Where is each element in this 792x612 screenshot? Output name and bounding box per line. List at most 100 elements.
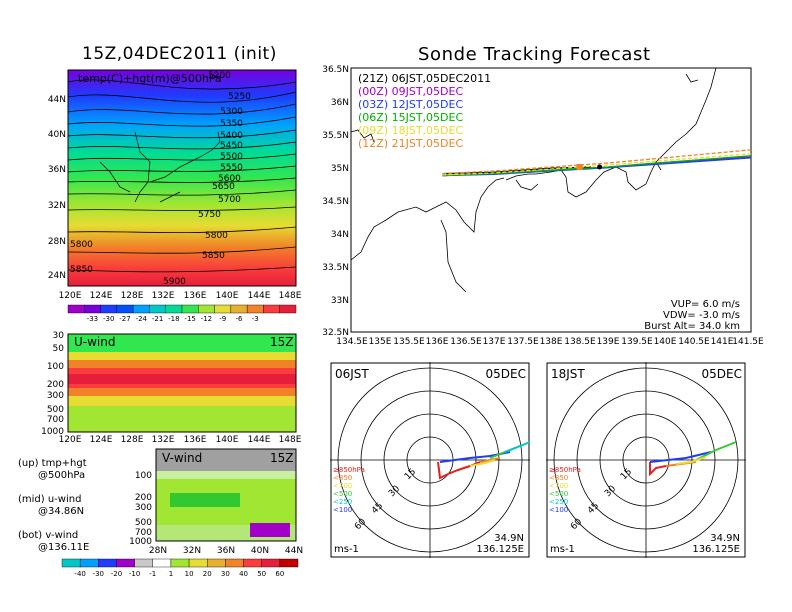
colorbar-label: 20: [203, 570, 212, 578]
hodo-legend-entry: ≥850hPa: [549, 466, 581, 474]
colorbar-swatch: [261, 558, 281, 568]
x-tick: 148E: [279, 435, 302, 445]
hodo-date: 05DEC: [486, 367, 526, 381]
left-title: 15Z,04DEC2011 (init): [82, 44, 277, 64]
x-tick: 134.5E: [336, 337, 368, 347]
colorbar-label: -3: [252, 315, 259, 323]
vup-text: VUP= 6.0 m/s: [671, 299, 740, 310]
colorbar-swatch: [170, 558, 190, 568]
temp-height-map: 5200 5250 5300 5350 5400 5450 5500 5550 …: [48, 69, 302, 323]
contour-label: 5500: [220, 152, 243, 162]
hodo-time: 06JST: [335, 367, 369, 381]
hodo-lon: 136.125E: [476, 544, 524, 555]
colorbar-swatch: [67, 304, 85, 314]
colorbar-swatch: [116, 304, 134, 314]
launch-marker: [576, 164, 583, 170]
p-tick: 500: [135, 518, 152, 528]
colorbar-swatch: [243, 558, 262, 568]
x-tick: 28N: [149, 546, 167, 556]
legend-entry: (09Z) 18JST,05DEC: [358, 124, 463, 137]
y-tick: 36N: [48, 165, 66, 175]
hodo-date: 05DEC: [702, 367, 742, 381]
x-tick: 136E: [184, 435, 207, 445]
hodo-traces: [437, 441, 530, 480]
x-tick: 32N: [183, 546, 201, 556]
note-bot: (bot) v-wind @136.11E: [18, 530, 148, 554]
hodo-legend: ≥850hPa <850 <700 <500 <250 <100: [333, 466, 365, 514]
hodo-legend-entry: <250: [549, 498, 568, 506]
y-tick: 35N: [331, 164, 349, 174]
contour-label: 5250: [228, 92, 251, 102]
vwind-p-ticks: 100 200 300 500 700 1000: [129, 471, 152, 547]
x-tick: 120E: [59, 435, 82, 445]
note-up: (up) tmp+hgt @500hPa: [18, 458, 148, 482]
ring-labels: 15 30 45 60: [569, 467, 634, 532]
colorbar-label: -24: [136, 315, 148, 323]
hodo-legend-entry: <700: [549, 482, 568, 490]
colorbar-swatch: [263, 304, 280, 314]
y-tick: 33.5N: [322, 263, 349, 273]
hodograph-18jst: 15 30 45 60 18JST 05DEC ≥850hPa <850 <70…: [546, 362, 746, 558]
p-tick: 200: [135, 493, 152, 503]
x-tick: 141.5E: [732, 337, 764, 347]
hodo-lon: 136.125E: [692, 544, 740, 555]
x-tick: 136.5E: [450, 337, 482, 347]
colorbar-label: 60: [275, 570, 284, 578]
colorbar-swatch: [61, 558, 81, 568]
colorbar-swatch: [100, 304, 118, 314]
y-tick: 34.5N: [322, 197, 349, 207]
colorbar-label: 50: [257, 570, 266, 578]
burst-text: Burst Alt= 34.0 km: [644, 321, 740, 332]
hodo-legend-entry: <100: [333, 506, 352, 514]
x-tick: 138E: [540, 337, 563, 347]
y-tick: 36.5N: [322, 65, 349, 75]
colorbar-label: -40: [74, 570, 85, 578]
hodo-legend-entry: <100: [549, 506, 568, 514]
contour-label: 5550: [220, 163, 243, 173]
x-tick: 140E: [216, 435, 239, 445]
note-mid: (mid) u-wind @34.86N: [18, 494, 148, 518]
uwind-x-ticks: 120E 124E 128E 132E 136E 140E 144E 148E: [59, 435, 302, 445]
contour-label: 5450: [220, 141, 243, 151]
track-title: Sonde Tracking Forecast: [418, 44, 651, 65]
x-tick: 140E: [654, 337, 677, 347]
y-tick: 34N: [331, 230, 349, 240]
note-line: @136.11E: [38, 542, 90, 553]
hodo-unit: ms-1: [550, 544, 575, 555]
y-tick: 32.5N: [322, 328, 349, 338]
legend-entry: (06Z) 15JST,05DEC: [358, 111, 463, 124]
hodo-legend: ≥850hPa <850 <700 <500 <250 <100: [549, 466, 581, 514]
hodo-lat: 34.9N: [494, 533, 524, 544]
x-tick: 137.5E: [507, 337, 539, 347]
vwind-x-ticks: 28N 32N 36N 40N 44N: [149, 546, 303, 556]
legend-entry: (21Z) 06JST,05DEC2011: [358, 72, 491, 85]
contour-label: 5600: [218, 174, 241, 184]
map-label: temp(C)+hgt(m)@500hPa: [78, 72, 222, 85]
vwind-time: 15Z: [270, 451, 294, 465]
x-tick: 139E: [597, 337, 620, 347]
x-tick: 137E: [483, 337, 506, 347]
x-tick: 138.5E: [564, 337, 596, 347]
note-line: @500hPa: [38, 470, 86, 481]
contour-label: 5850: [202, 251, 225, 261]
colorbar-label: 30: [221, 570, 230, 578]
vdw-text: VDW= -3.0 m/s: [663, 310, 740, 321]
colorbar-label: 10: [185, 570, 194, 578]
p-tick: 100: [47, 362, 64, 372]
contour-label: 5900: [163, 277, 186, 287]
p-tick: 700: [135, 528, 152, 538]
track-series-line: [442, 149, 752, 175]
sonde-params: VUP= 6.0 m/s VDW= -3.0 m/s Burst Alt= 34…: [644, 299, 740, 332]
temp-colorbar: [67, 304, 297, 314]
hodo-legend-entry: <500: [549, 490, 568, 498]
x-tick: 141E: [711, 337, 734, 347]
p-tick: 300: [135, 503, 152, 513]
p-tick: 500: [47, 405, 64, 415]
p-tick: 700: [47, 415, 64, 425]
hodograph-06jst: 15 30 45 60 06JST 05DEC ≥850hPa <850 <70…: [330, 362, 530, 558]
contour-label: 5650: [212, 182, 235, 192]
x-tick: 136E: [184, 291, 207, 301]
y-tick: 40N: [48, 130, 66, 140]
colorbar-label: 1: [169, 570, 173, 578]
contour-label: 5850: [70, 265, 93, 275]
